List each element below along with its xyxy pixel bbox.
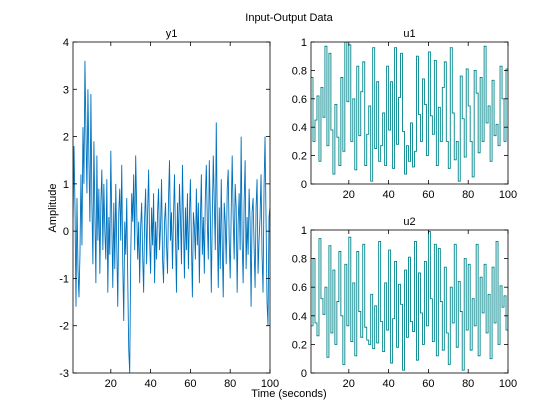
y1-xtick-label-20: 20 <box>105 378 117 390</box>
figure-title: Input-Output Data <box>245 12 333 24</box>
y1-ytick-label-3: 3 <box>63 84 69 96</box>
u1-xtick-label-60: 60 <box>422 189 434 201</box>
y1-series-line-0 <box>73 60 270 373</box>
y1-xtick-label-80: 80 <box>224 378 236 390</box>
u1-ytick-label-0.4: 0.4 <box>292 122 307 134</box>
y1-ytick-label-2: 2 <box>63 132 69 144</box>
y1-ytick-label--2: -2 <box>59 321 69 333</box>
y1-xtick-label-40: 40 <box>144 378 156 390</box>
u1-ytick-label-0.6: 0.6 <box>292 94 307 106</box>
y1-xtick-label-60: 60 <box>184 378 196 390</box>
u2-xtick-label-100: 100 <box>499 378 517 390</box>
panel-u2: 20 40 60 80 100 0 0.2 0.4 0.6 0.8 1 u2 <box>292 216 517 390</box>
u2-axes-box <box>310 229 509 374</box>
panel-u1: 20 40 60 80 100 0 0.2 0.4 0.6 0.8 1 u1 <box>292 28 517 201</box>
figure-xlabel: Time (seconds) <box>251 388 326 400</box>
y1-ytick-label--1: -1 <box>59 273 69 285</box>
u2-ytick-label-0.8: 0.8 <box>292 254 307 266</box>
y1-xtick-label-100: 100 <box>261 378 279 390</box>
u2-ytick-label-0.6: 0.6 <box>292 282 307 294</box>
u2-ytick-label-1: 1 <box>301 225 307 237</box>
u2-xtick-label-80: 80 <box>462 378 474 390</box>
u2-xtick-label-60: 60 <box>422 378 434 390</box>
u2-panel-title: u2 <box>403 216 415 228</box>
y1-ytick-label-4: 4 <box>63 37 69 49</box>
u1-series-line-0 <box>311 42 508 182</box>
u1-panel-title: u1 <box>403 28 415 40</box>
u2-xtick-label-20: 20 <box>343 378 355 390</box>
y1-ytick-label-0: 0 <box>63 226 69 238</box>
u2-xtick-label-40: 40 <box>382 378 394 390</box>
y1-axes-box <box>72 41 271 374</box>
u1-xtick-label-20: 20 <box>343 189 355 201</box>
panel-y1: 20 40 60 80 100 -3 -2 -1 0 1 2 3 4 y1 <box>59 28 279 390</box>
u2-series-line-0 <box>311 230 508 371</box>
u1-xtick-label-80: 80 <box>462 189 474 201</box>
u2-ytick-label-0: 0 <box>301 368 307 380</box>
y1-ytick-label-1: 1 <box>63 179 69 191</box>
u2-ytick-label-0.2: 0.2 <box>292 339 307 351</box>
u1-ytick-label-1: 1 <box>301 37 307 49</box>
u1-axes-box <box>310 41 509 185</box>
u1-ytick-label-0: 0 <box>301 179 307 191</box>
u2-ytick-label-0.4: 0.4 <box>292 311 307 323</box>
u1-xtick-label-40: 40 <box>382 189 394 201</box>
u1-ytick-label-0.8: 0.8 <box>292 65 307 77</box>
figure-ylabel: Amplitude <box>47 184 59 233</box>
u1-ytick-label-0.2: 0.2 <box>292 151 307 163</box>
y1-ytick-label--3: -3 <box>59 368 69 380</box>
panels: 20 40 60 80 100 -3 -2 -1 0 1 2 3 4 y1 20 40 60 80 100 0 0.2 0… <box>59 28 517 390</box>
u1-xtick-label-100: 100 <box>499 189 517 201</box>
y1-panel-title: y1 <box>166 28 178 40</box>
